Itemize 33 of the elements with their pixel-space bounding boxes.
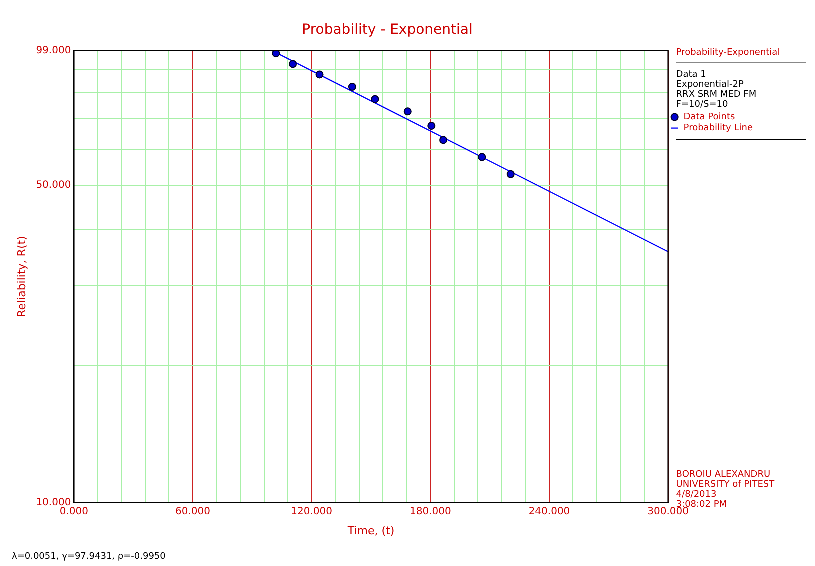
point: [428, 122, 436, 130]
text: UNIVERSITY of PITEST: [676, 480, 776, 490]
x-tick-label: 0.000: [60, 506, 89, 518]
point: [348, 82, 356, 91]
point: [478, 153, 486, 162]
point: [404, 108, 412, 116]
x-tick-label: 60.000: [176, 506, 211, 518]
x-tick-label: 120.000: [291, 506, 333, 518]
legend-title: Probability-Exponential: [676, 48, 780, 58]
text: BOROIU ALEXANDRU: [676, 470, 771, 480]
text: 4/8/2013: [676, 490, 717, 500]
y-tick-label: 99.000: [36, 45, 72, 56]
text: F=10/S=10: [676, 100, 728, 110]
legend-label: Data Points: [684, 112, 736, 123]
point: [440, 136, 448, 144]
point: [316, 70, 324, 79]
y-tick-label: 50.000: [36, 180, 72, 192]
x-tick-label: 300.000: [648, 506, 689, 518]
text: Exponential-2P: [676, 80, 745, 90]
x-tick-label: 180.000: [410, 506, 452, 518]
point: [289, 60, 298, 68]
chart-title: Probability - Exponential: [302, 22, 473, 38]
y-tick-label: 10.000: [36, 497, 72, 508]
text: RRX SRM MED FM: [676, 90, 757, 100]
text: Data 1: [676, 70, 706, 80]
x-tick-label: 240.000: [528, 506, 570, 518]
point: [371, 95, 380, 104]
point: [506, 170, 515, 178]
text: λ=0.0051, γ=97.9431, ρ=-0.9950: [12, 552, 166, 562]
point: [272, 50, 280, 58]
legend-label: Probability Line: [684, 124, 754, 134]
x-axis-title: Time, (t): [346, 524, 395, 538]
y-axis-title: Reliability, R(t): [15, 236, 28, 318]
